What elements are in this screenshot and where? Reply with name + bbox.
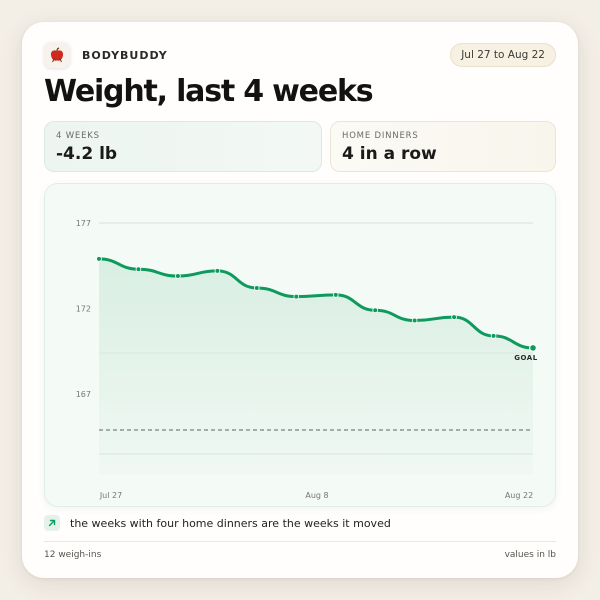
stat-card-home-dinners: HOME DINNERS 4 in a row [330, 121, 556, 172]
weight-card: BODYBUDDY Jul 27 to Aug 22 Weight, last … [22, 22, 578, 578]
x-tick-label: Aug 8 [305, 491, 328, 500]
x-tick-label: Aug 22 [505, 491, 533, 500]
stat-label: HOME DINNERS [342, 131, 419, 141]
data-point [293, 293, 300, 300]
data-point [411, 317, 418, 324]
brand-name: BODYBUDDY [82, 48, 168, 62]
y-tick-label: 177 [76, 219, 91, 228]
arrow-up-right-icon [44, 515, 60, 531]
area-fill [99, 258, 533, 474]
data-point [214, 268, 221, 274]
goal-label: GOAL [514, 354, 537, 362]
units-note: values in lb [504, 550, 556, 560]
data-point [529, 343, 538, 352]
stat-value: -4.2 lb [56, 144, 118, 164]
series-line [97, 257, 535, 350]
weight-line-chart: 177 172 167 GOAL Jul 27 Aug 8 Aug 22 [76, 219, 538, 500]
apple-icon [44, 42, 70, 68]
chart-panel: 177 172 167 GOAL Jul 27 Aug 8 Aug 22 [44, 183, 556, 507]
data-point [96, 256, 102, 262]
insight-text: the weeks with four home dinners are the… [70, 516, 391, 530]
insight-note: the weeks with four home dinners are the… [44, 515, 391, 531]
data-point [451, 314, 457, 320]
divider [44, 541, 556, 542]
data-point [175, 273, 181, 279]
date-range-badge[interactable]: Jul 27 to Aug 22 [450, 43, 556, 67]
y-tick-label: 172 [76, 305, 91, 314]
stat-label: 4 WEEKS [56, 131, 100, 141]
stat-value: 4 in a row [342, 144, 437, 164]
data-point [490, 333, 497, 339]
data-point [135, 266, 142, 272]
data-point [332, 292, 339, 298]
weigh-in-count: 12 weigh-ins [44, 550, 102, 560]
stat-card-4-weeks: 4 WEEKS -4.2 lb [44, 121, 322, 172]
x-tick-label: Jul 27 [99, 491, 122, 500]
data-point [372, 307, 378, 314]
data-point [254, 285, 260, 291]
y-tick-label: 167 [76, 390, 91, 399]
brand: BODYBUDDY [44, 42, 168, 68]
page-title: Weight, last 4 weeks [44, 74, 374, 109]
